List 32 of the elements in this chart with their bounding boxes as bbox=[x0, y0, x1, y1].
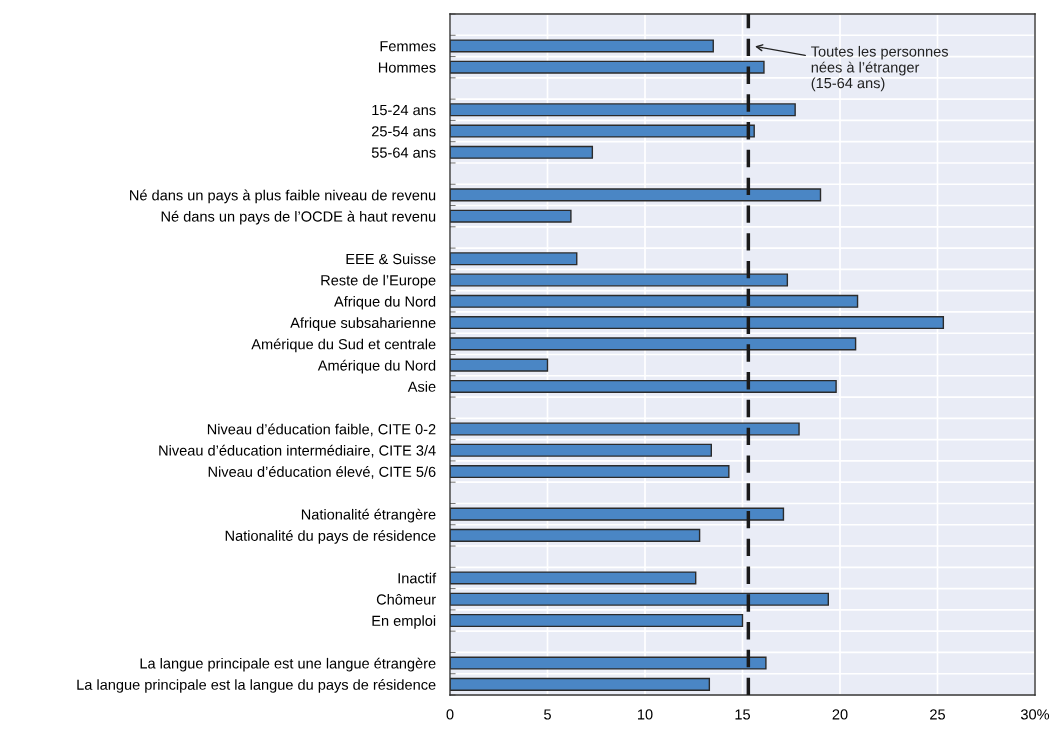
y-tick-label: Niveau d’éducation intermédiaire, CITE 3/4 bbox=[159, 444, 436, 458]
y-tick-label: Niveau d’éducation faible, CITE 0-2 bbox=[207, 423, 436, 437]
y-tick-label: Chômeur bbox=[376, 593, 436, 605]
ref-line-label: Toutes les personnes nées à l’étranger (15-64 ans) bbox=[811, 45, 949, 92]
x-tick-label: 20 bbox=[832, 709, 848, 720]
y-tick-label: 15-24 ans bbox=[372, 104, 436, 116]
y-tick-label: Né dans un pays à plus faible niveau de revenu bbox=[130, 189, 436, 204]
y-tick-label: Nationalité du pays de résidence bbox=[225, 530, 436, 544]
y-tick-label: Amérique du Nord bbox=[317, 359, 436, 374]
x-tick-label: 25 bbox=[930, 709, 945, 720]
y-tick-label: EEE & Suisse bbox=[346, 253, 436, 265]
y-tick-label: Niveau d’éducation élevé, CITE 5/6 bbox=[208, 466, 436, 479]
y-tick-label: Afrique du Nord bbox=[334, 296, 436, 310]
y-tick-label: Asie bbox=[407, 381, 436, 392]
y-tick-label: Inactif bbox=[398, 572, 437, 584]
y-tick-label: Reste de l’Europe bbox=[321, 274, 436, 289]
x-tick-label: 0 bbox=[446, 709, 454, 720]
y-tick-label: Nationalité étrangère bbox=[301, 508, 436, 523]
y-tick-label: 55-64 ans bbox=[371, 147, 436, 158]
y-tick-label: Femmes bbox=[380, 41, 436, 52]
y-tick-label: La langue principale est une langue étrangère bbox=[140, 657, 436, 672]
y-tick-label: Amérique du Sud et centrale bbox=[251, 338, 436, 353]
x-tick-label: 30% bbox=[1020, 709, 1050, 720]
y-tick-label: Afrique subsaharienne bbox=[290, 317, 436, 331]
x-tick-label: 10 bbox=[638, 709, 653, 720]
y-tick-label: Né dans un pays de l’OCDE à haut revenu bbox=[161, 210, 436, 225]
y-tick-label: 25-54 ans bbox=[371, 126, 436, 137]
x-tick-label: 15 bbox=[735, 709, 750, 720]
y-tick-label: Hommes bbox=[378, 62, 436, 73]
y-tick-label: La langue principale est la langue du pays de résidence bbox=[77, 678, 436, 693]
x-tick-label: 5 bbox=[544, 709, 551, 720]
y-tick-label: En emploi bbox=[372, 615, 436, 629]
